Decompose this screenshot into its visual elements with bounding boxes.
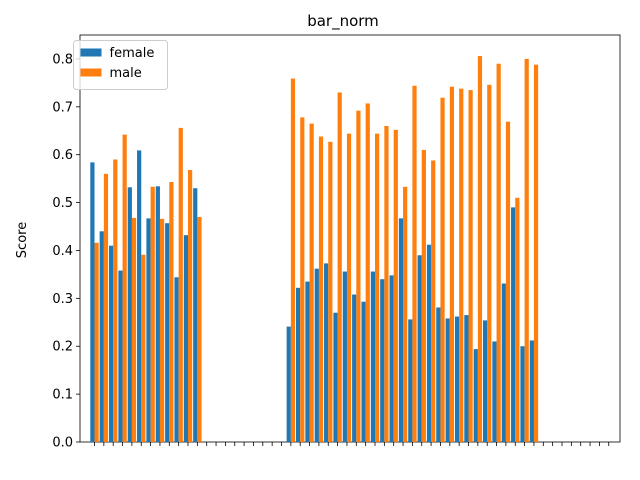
y-tick-label: 0.2 [52, 340, 73, 355]
bar-female [464, 315, 469, 442]
bar-female [109, 245, 114, 442]
bar-female [436, 307, 441, 442]
bar-female [370, 271, 375, 442]
bar-male [487, 84, 492, 443]
bar-female [183, 235, 188, 442]
bar-male [533, 64, 539, 442]
bar-male [328, 141, 333, 442]
bar-female [137, 150, 142, 442]
bar-female [296, 287, 301, 442]
legend: female male [73, 40, 168, 90]
bar-female [389, 275, 394, 442]
bar-male [103, 173, 109, 443]
bar-female [146, 218, 151, 442]
bar-female [473, 349, 478, 442]
y-tick-label: 0.6 [52, 148, 73, 163]
bar-female [127, 187, 132, 442]
bar-male [393, 129, 398, 442]
y-tick-label: 0.1 [52, 388, 73, 403]
bar-female [286, 326, 291, 442]
bar-male [459, 88, 464, 442]
bar-female [361, 301, 366, 442]
bar-male [346, 133, 352, 442]
bar-male [337, 92, 342, 443]
bar-female [118, 270, 123, 442]
bar-male [122, 134, 127, 442]
bar-female [342, 271, 347, 442]
bar-male [356, 110, 361, 443]
bar-male [496, 63, 501, 442]
bar-male [197, 216, 202, 442]
bar-female [501, 283, 506, 442]
bar-male [94, 242, 99, 442]
bar-female [511, 207, 516, 442]
bar-male [309, 123, 314, 442]
bar-male [524, 58, 529, 442]
y-tick-label: 0.0 [52, 436, 73, 451]
y-tick-label: 0.8 [52, 52, 73, 67]
bar-female [445, 318, 450, 442]
bar-male [431, 160, 436, 442]
bar-male [477, 56, 483, 442]
bar-male [290, 78, 296, 442]
bar-male [178, 127, 183, 442]
bar-male [412, 85, 417, 442]
bar-female [408, 319, 413, 442]
bar-female [333, 312, 338, 442]
legend-label-female: female [110, 46, 155, 61]
bar-male [159, 218, 165, 442]
plot-area: 0.0 0.1 0.2 0.3 0.4 0.5 0.6 0.7 0.8 [52, 34, 621, 451]
bar-female [155, 186, 160, 442]
chart-title: bar_norm [307, 12, 379, 31]
y-axis-label: Score [15, 222, 30, 258]
y-tick-label: 0.3 [52, 292, 73, 307]
bar-female [398, 218, 404, 442]
bar-male [188, 170, 193, 442]
bar-male [300, 117, 305, 443]
bar-female [417, 255, 422, 442]
bar-male [384, 125, 389, 442]
bar-male [440, 97, 445, 442]
bar-female [174, 277, 179, 442]
bar-female [193, 188, 198, 442]
bar-male [515, 197, 520, 442]
bar-female [454, 316, 460, 442]
bar-male [449, 86, 454, 443]
bar-female [99, 231, 104, 442]
bar-male [141, 254, 146, 442]
bar-male [131, 217, 137, 442]
bar-male [468, 90, 473, 442]
legend-swatch-male [80, 68, 102, 77]
bar-male [365, 103, 370, 442]
bar-male [375, 133, 380, 442]
bar-female [529, 340, 534, 442]
bar-female [314, 268, 319, 442]
bar-female [380, 279, 385, 442]
y-tick-label: 0.4 [52, 244, 73, 259]
bar-female [483, 320, 488, 442]
bar-male [150, 186, 155, 442]
bar-female [90, 162, 95, 442]
bar-male [505, 121, 511, 443]
bar-female [305, 281, 310, 442]
bar-male [169, 182, 174, 442]
bar-female [324, 263, 329, 442]
bar-male [318, 136, 324, 442]
y-tick-label: 0.5 [52, 196, 73, 211]
bar-male [113, 159, 118, 443]
legend-label-male: male [110, 66, 142, 81]
bar-female [520, 346, 525, 442]
bar-male [403, 186, 408, 442]
bar-female [165, 223, 170, 442]
bar-female [492, 341, 497, 442]
legend-swatch-female [80, 48, 102, 57]
bar-female [426, 244, 432, 442]
bar-male [421, 149, 426, 443]
bar-female [352, 294, 357, 442]
y-tick-label: 0.7 [52, 100, 73, 115]
